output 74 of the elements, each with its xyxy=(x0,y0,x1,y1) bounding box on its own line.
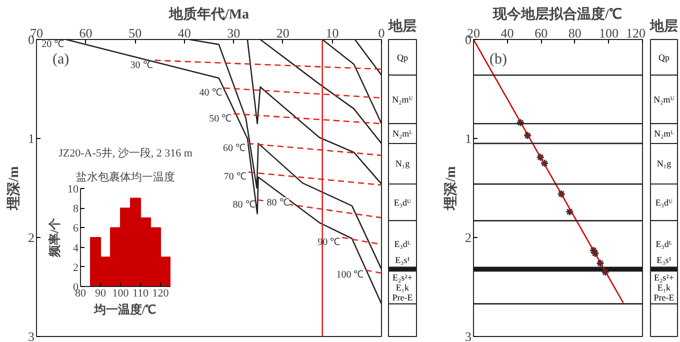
x-tick-label: 90 xyxy=(95,288,106,300)
x-tick-label: 80 xyxy=(75,288,86,300)
y-tick-label: 2 xyxy=(28,230,34,245)
annotation: (b) xyxy=(490,52,507,68)
text: N₁g xyxy=(656,158,672,169)
point xyxy=(596,258,604,268)
series-label: 50 ℃ xyxy=(209,113,232,124)
x-tick-label: 100 xyxy=(598,26,618,40)
text: N₂mᵁ xyxy=(654,94,674,104)
x-axis-title: 现今地层拟合温度/℃ xyxy=(492,6,622,22)
chart-subtitle: 盐水包裹体均一温度 xyxy=(76,170,175,184)
series-label: 100 ℃ xyxy=(336,270,364,281)
series-label: 70 ℃ xyxy=(224,172,246,183)
y-axis-title: 埋深/m xyxy=(6,166,22,211)
series-label: 60 ℃ xyxy=(222,142,246,154)
text: E₃s¹ xyxy=(656,255,672,266)
point xyxy=(536,153,545,162)
point xyxy=(516,118,525,127)
x-tick-label: 40 xyxy=(178,26,191,40)
point xyxy=(601,268,610,276)
series-label: 30 ℃ xyxy=(130,60,153,71)
y-tick-label: 4 xyxy=(73,242,79,254)
annotation: 80 ℃ xyxy=(266,197,290,208)
y-axis-title: 埋深/m xyxy=(443,166,459,211)
y-tick-label: 2 xyxy=(465,230,472,245)
y-tick-label: 3 xyxy=(465,329,472,342)
series-label: 40 ℃ xyxy=(199,88,222,99)
y-tick-label: 1 xyxy=(28,131,34,146)
x-tick-label: 120 xyxy=(626,26,646,40)
text: N₂mᵁ xyxy=(392,94,413,104)
point xyxy=(590,249,600,258)
annotation: (a) xyxy=(52,52,70,68)
text: E₃dᴸ xyxy=(394,238,412,249)
point xyxy=(540,159,549,168)
text: E₂s²+ E₁k Pre-E xyxy=(654,272,675,302)
x-tick-label: 50 xyxy=(128,26,142,40)
text: 地层 xyxy=(388,18,416,34)
x-tick-label: 0 xyxy=(378,26,385,40)
text: Qp xyxy=(397,52,408,62)
series-label: 80 ℃ xyxy=(232,199,256,210)
x-tick-label: 30 xyxy=(227,26,240,40)
y-tick-label: 2 xyxy=(73,262,78,274)
x-tick-label: 120 xyxy=(152,288,170,300)
y-tick-label: 3 xyxy=(28,329,34,342)
text: E₃dᵁ xyxy=(655,197,673,208)
x-tick-label: 60 xyxy=(534,26,548,40)
text: N₂mᴸ xyxy=(392,128,414,139)
text: E₂s²+ E₁k Pre-E xyxy=(392,272,414,302)
x-axis-title: 均一温度/℃ xyxy=(92,302,156,316)
chart-title: JZ20-A-5井, 沙一段, 2 316 m xyxy=(58,146,193,160)
y-axis-title: 频率/个 xyxy=(48,216,62,258)
x-tick-label: 10 xyxy=(326,26,339,40)
x-tick-label: 110 xyxy=(132,288,150,300)
y-tick-label: 6 xyxy=(73,222,79,235)
x-tick-label: 100 xyxy=(112,288,130,300)
point xyxy=(565,208,574,216)
text: 地层 xyxy=(649,18,678,34)
series-label: 20 ℃ xyxy=(42,39,64,50)
y-tick-label: 8 xyxy=(73,203,79,216)
x-axis-title: 地质年代/Ma xyxy=(168,6,250,22)
x-tick-label: 20 xyxy=(276,26,290,40)
text: N₁g xyxy=(395,158,410,169)
x-tick-label: 40 xyxy=(500,26,514,40)
text: Qp xyxy=(658,52,670,62)
y-tick-label: 10 xyxy=(68,184,79,196)
text: N₂mᴸ xyxy=(654,128,675,139)
text: E₃dᴸ xyxy=(656,238,673,249)
text: E₃dᵁ xyxy=(394,197,412,208)
point xyxy=(557,190,566,198)
x-tick-label: 80 xyxy=(568,26,582,40)
text: E₃s¹ xyxy=(395,255,410,266)
y-tick-label: 1 xyxy=(465,131,472,146)
point xyxy=(523,131,532,140)
x-tick-label: 60 xyxy=(79,26,92,40)
